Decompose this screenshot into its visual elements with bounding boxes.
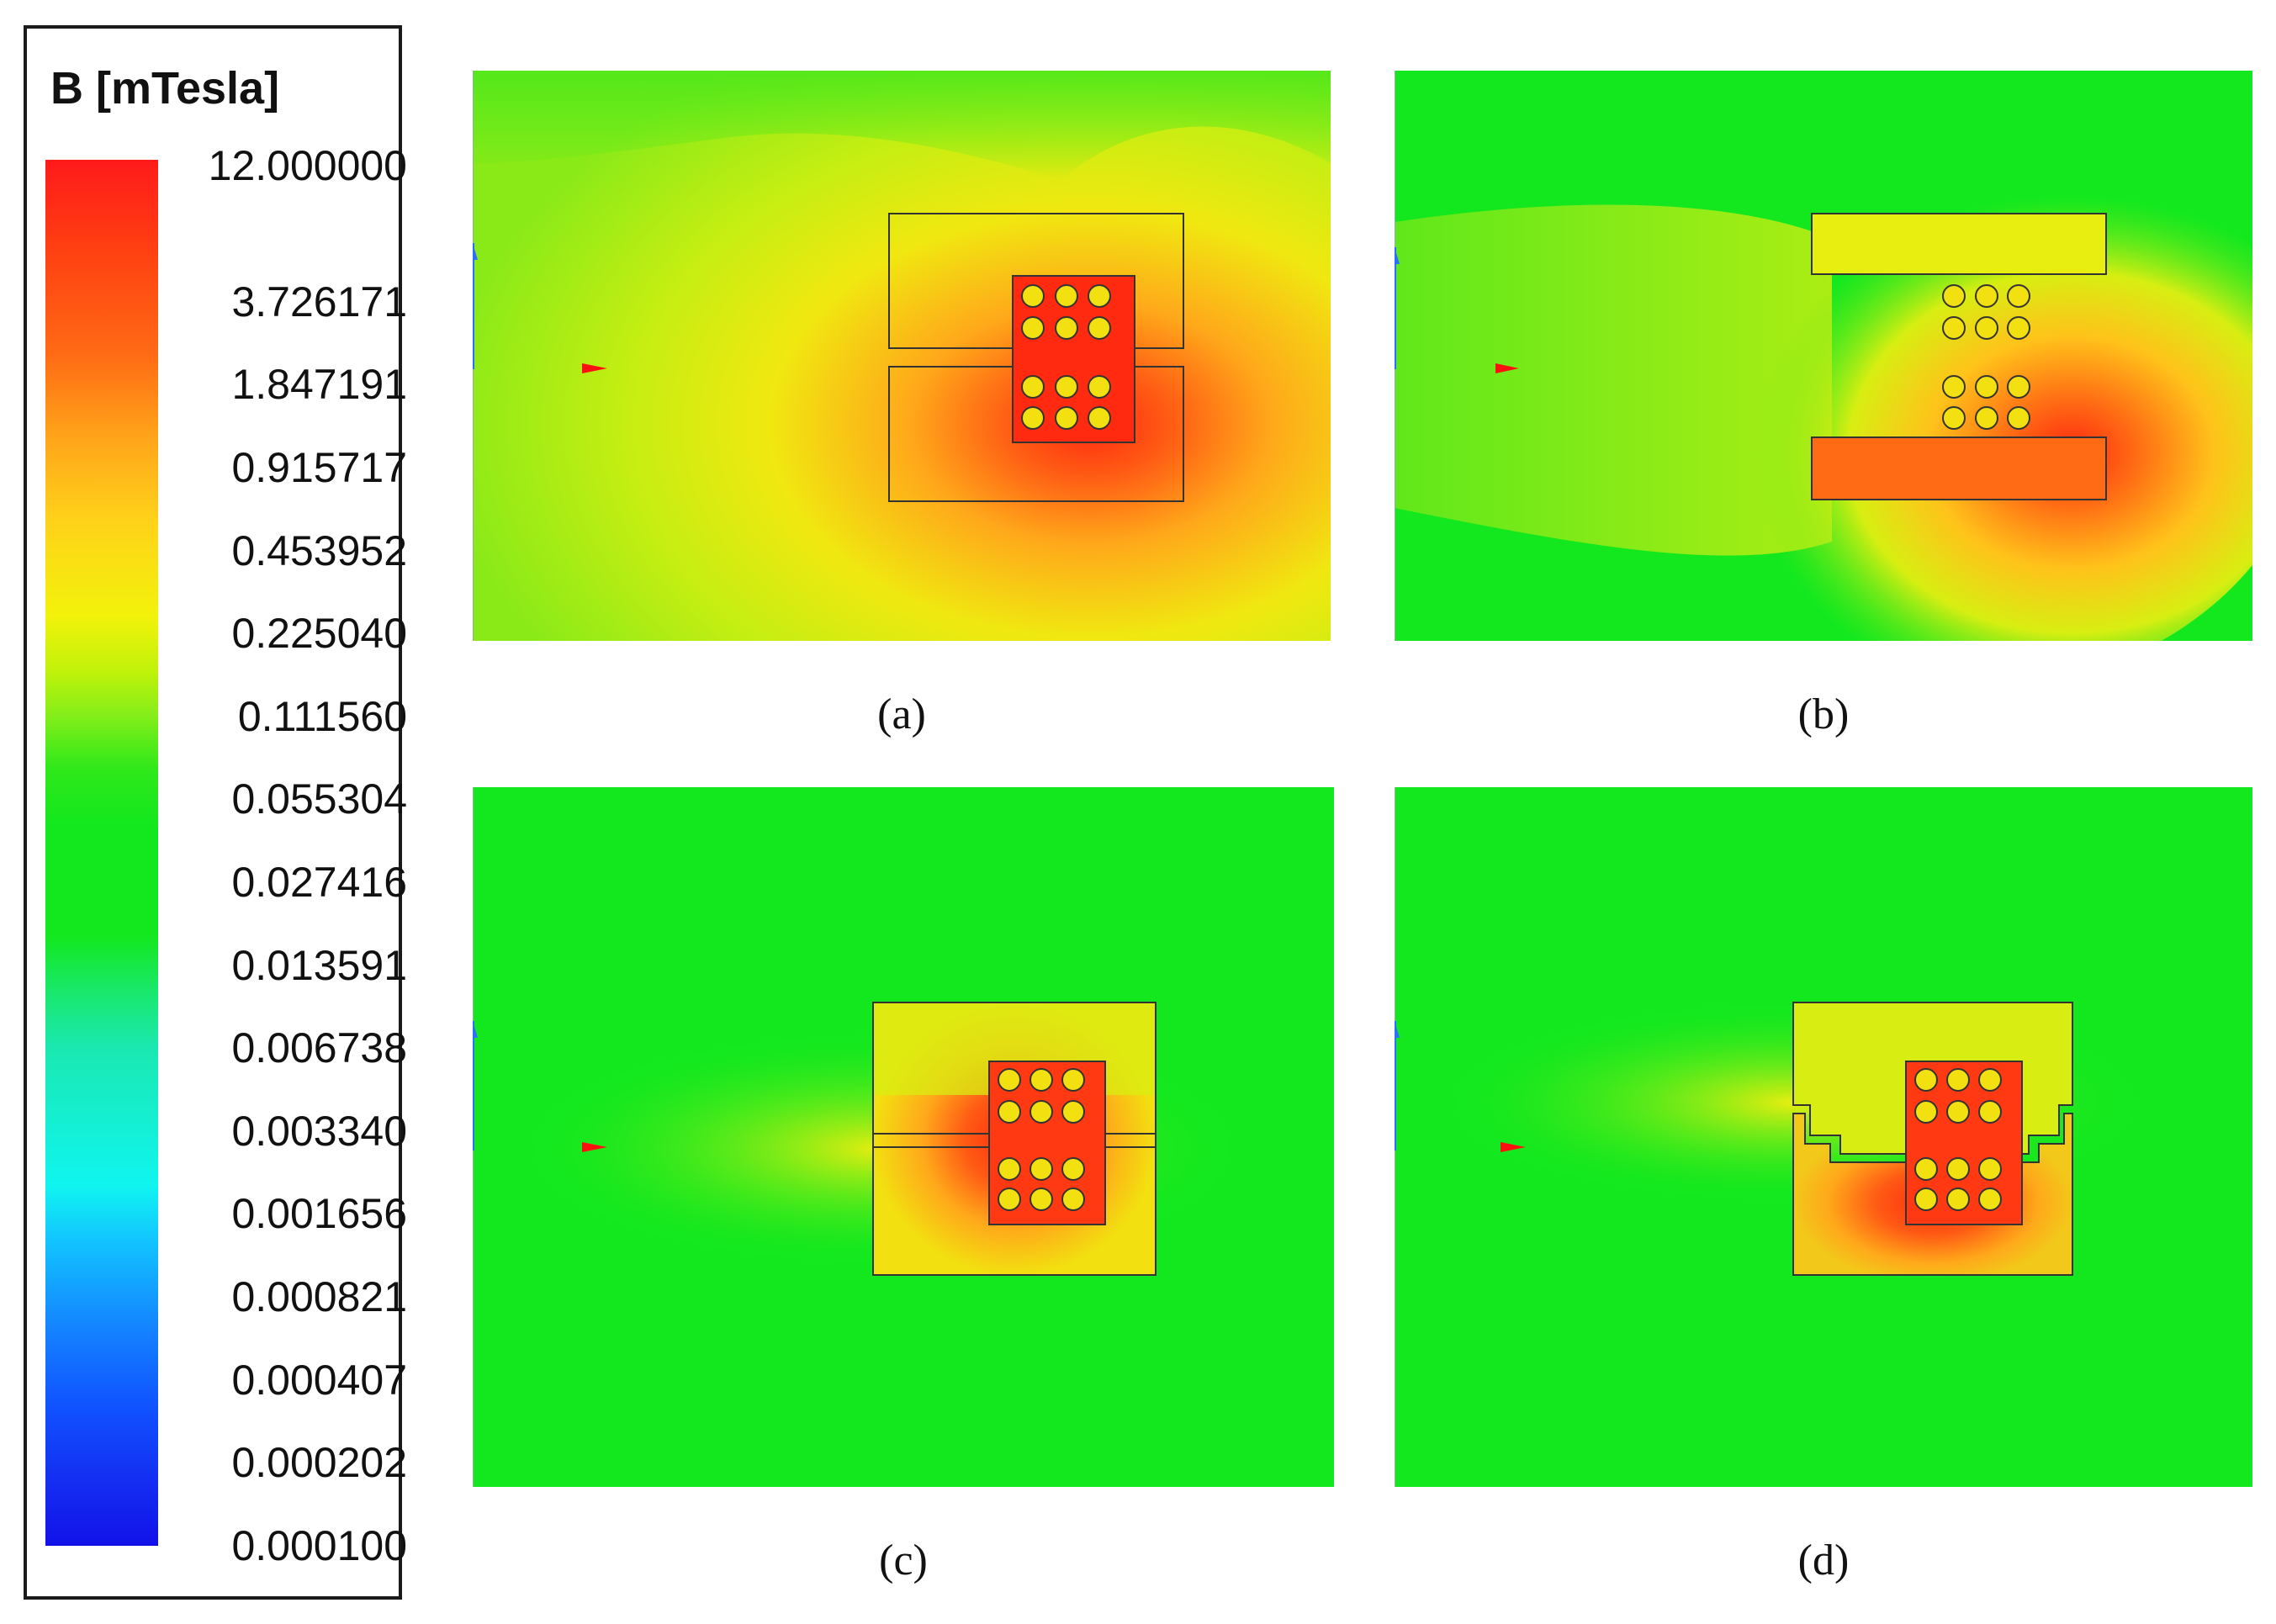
legend-tick: 0.000821: [231, 1273, 407, 1320]
field-plot-b: [1395, 71, 2252, 641]
coil-conductors: [1942, 284, 2030, 430]
field-plot-a: [473, 71, 1331, 641]
legend-tick: 0.000100: [231, 1522, 407, 1569]
coil-conductors: [1021, 284, 1111, 430]
panel-label-b: (b): [1797, 690, 1850, 738]
coil-conductors: [1914, 1068, 2002, 1211]
colorbar-gradient: [45, 160, 158, 1546]
field-plot-d: [1395, 787, 2252, 1487]
panel-label-a: (a): [877, 690, 926, 738]
legend-tick: 0.000202: [231, 1439, 407, 1486]
legend-tick: 0.006738: [231, 1024, 407, 1071]
legend-tick: 3.726171: [231, 278, 407, 325]
legend-title: B [mTesla]: [50, 63, 280, 114]
field-plot-c: [473, 787, 1334, 1487]
legend-tick: 0.225040: [231, 610, 407, 657]
legend-tick: 0.915717: [231, 444, 407, 491]
legend-tick: 0.111560: [237, 693, 407, 740]
panel-label-d: (d): [1797, 1537, 1850, 1584]
legend-tick: 1.847191: [231, 361, 407, 408]
colorbar-legend: B [mTesla] 12.000000 3.726171 1.847191 0…: [24, 25, 407, 1600]
legend-tick: 0.027416: [231, 859, 407, 906]
panel-label-c: (c): [879, 1537, 928, 1584]
legend-tick: 12.000000: [208, 142, 407, 189]
legend-tick: 0.000407: [231, 1357, 407, 1404]
legend-tick: 0.013591: [231, 942, 407, 989]
coil-conductors: [998, 1068, 1085, 1211]
legend-tick: 0.055304: [231, 775, 407, 823]
legend-tick: 0.001656: [231, 1190, 407, 1237]
legend-tick: 0.453952: [231, 527, 407, 574]
legend-tick: 0.003340: [231, 1108, 407, 1155]
